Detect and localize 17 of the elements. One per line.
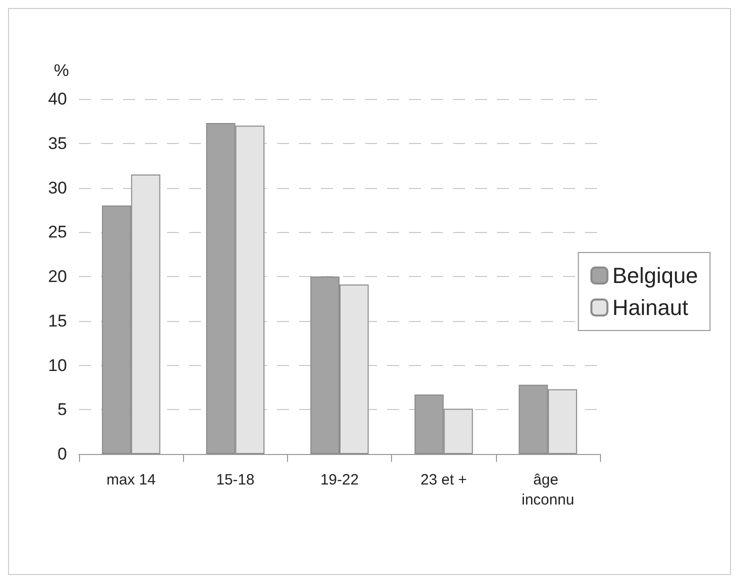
y-tick-label: 35 bbox=[48, 134, 67, 153]
x-tick-label: max 14 bbox=[106, 472, 156, 488]
x-tick-label: 15-18 bbox=[216, 472, 254, 488]
x-tick-label: âge inconnu bbox=[522, 472, 574, 508]
y-tick-label: 25 bbox=[48, 222, 67, 242]
y-tick-label: 20 bbox=[48, 267, 67, 286]
y-tick-label: 30 bbox=[48, 178, 67, 198]
y-tick-label: 5 bbox=[58, 400, 67, 420]
y-tick-label: 15 bbox=[48, 311, 67, 330]
x-tick-label: 23 et + bbox=[420, 472, 468, 488]
y-tick-label: 40 bbox=[48, 90, 67, 108]
x-tick-label: 19-22 bbox=[320, 472, 359, 488]
y-axis-title: % bbox=[54, 61, 69, 80]
legend-label: Hainaut bbox=[612, 295, 688, 320]
y-tick-label: 0 bbox=[58, 444, 67, 464]
legend-label: Belgique bbox=[612, 263, 698, 288]
y-tick-label: 10 bbox=[48, 356, 67, 375]
